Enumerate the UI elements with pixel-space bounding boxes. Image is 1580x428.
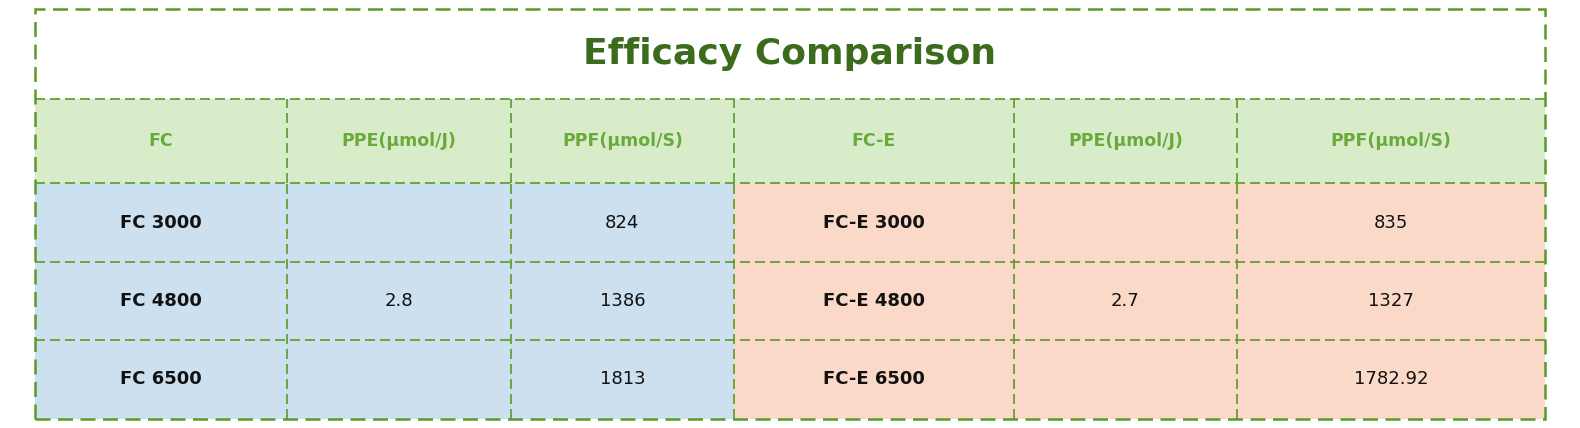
Text: FC 3000: FC 3000: [120, 214, 202, 232]
Text: PPF(μmol/S): PPF(μmol/S): [562, 132, 683, 150]
Text: FC-E 4800: FC-E 4800: [823, 292, 924, 310]
Text: 1813: 1813: [599, 370, 645, 388]
Bar: [35, 99, 1545, 183]
Text: PPE(μmol/J): PPE(μmol/J): [1068, 132, 1183, 150]
Text: 1327: 1327: [1368, 292, 1414, 310]
Text: FC: FC: [149, 132, 174, 150]
Text: Efficacy Comparison: Efficacy Comparison: [583, 37, 997, 71]
Bar: [735, 183, 1545, 262]
Text: 2.7: 2.7: [1111, 292, 1139, 310]
Text: FC-E: FC-E: [852, 132, 896, 150]
Text: FC 4800: FC 4800: [120, 292, 202, 310]
Text: FC-E 6500: FC-E 6500: [823, 370, 924, 388]
Text: 1386: 1386: [599, 292, 645, 310]
Text: FC-E 3000: FC-E 3000: [823, 214, 924, 232]
Bar: [35, 183, 735, 262]
Text: FC 6500: FC 6500: [120, 370, 202, 388]
Text: 824: 824: [605, 214, 640, 232]
Bar: [35, 9, 1545, 99]
Text: 1782.92: 1782.92: [1354, 370, 1428, 388]
Text: PPE(μmol/J): PPE(μmol/J): [341, 132, 457, 150]
Bar: [735, 262, 1545, 340]
Bar: [35, 340, 735, 419]
Text: 2.8: 2.8: [384, 292, 412, 310]
Text: 835: 835: [1375, 214, 1408, 232]
Bar: [35, 262, 735, 340]
Bar: [735, 340, 1545, 419]
Text: PPF(μmol/S): PPF(μmol/S): [1330, 132, 1452, 150]
